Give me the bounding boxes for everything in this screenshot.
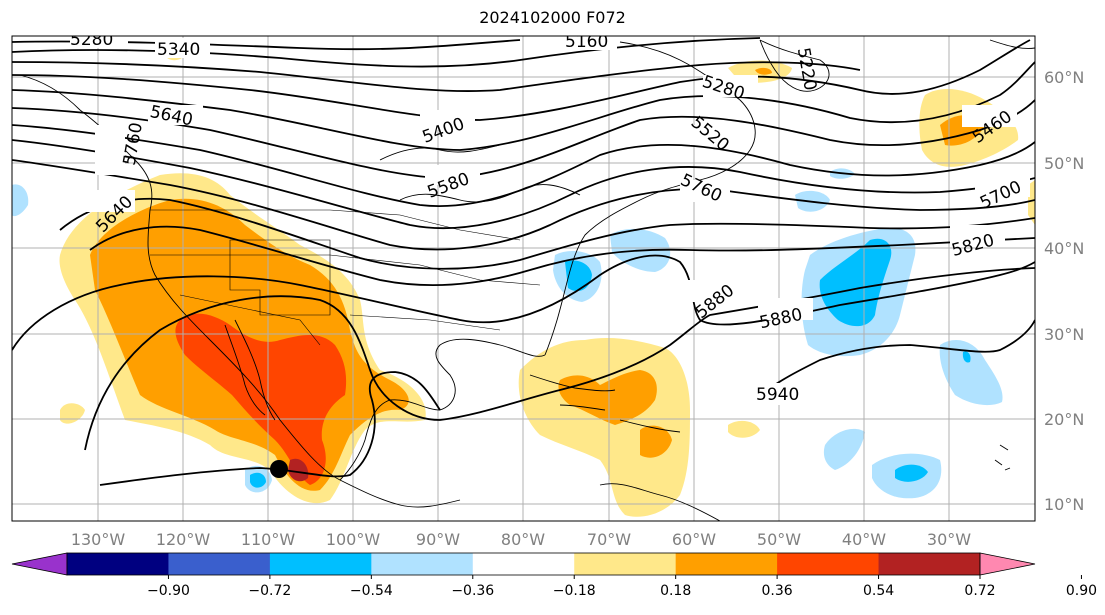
contour-label: 5280: [70, 30, 113, 50]
colorbar-tick-label: −0.54: [350, 583, 393, 599]
contour-label: 5160: [565, 32, 608, 52]
lon-label: 110°W: [241, 530, 296, 549]
colorbar-segment: [574, 553, 677, 575]
lat-label: 10°N: [1044, 495, 1084, 514]
lon-label: 90°W: [416, 530, 460, 549]
map-frame: [11, 35, 1036, 522]
lon-label: 80°W: [501, 530, 545, 549]
colorbar-segment: [67, 553, 169, 575]
colorbar-segment: [878, 553, 981, 575]
colorbar-segment: [168, 553, 271, 575]
colorbar-tick-label: 0.18: [660, 583, 691, 599]
colorbar-segment: [777, 553, 880, 575]
anomaly-shading: [12, 43, 1035, 517]
lon-label: 60°W: [672, 530, 716, 549]
lat-label: 20°N: [1044, 410, 1084, 429]
colorbar-tick-label: 0.54: [863, 583, 894, 599]
colorbar-segment: [675, 553, 778, 575]
contour-labels: 5280 5340 5160 5220 5640 5400 5280 5460 …: [70, 30, 1030, 405]
colorbar-frame: [66, 552, 981, 576]
lat-label: 50°N: [1044, 154, 1084, 173]
lon-label: 30°W: [927, 530, 971, 549]
colorbar-tick-label: 0.72: [964, 583, 995, 599]
latitude-labels: 60°N 50°N 40°N 30°N 20°N 10°N: [1044, 68, 1084, 514]
colorbar-extend-high: [979, 552, 1036, 576]
lon-label: 40°W: [842, 530, 886, 549]
storm-marker: [270, 460, 288, 478]
contour-label: 5940: [756, 385, 799, 405]
lon-label: 130°W: [71, 530, 126, 549]
colorbar-segment: [371, 553, 474, 575]
colorbar-tick-label: 0.90: [1066, 583, 1097, 599]
colorbar-extend-low: [11, 552, 68, 576]
contour-label: 5340: [157, 40, 200, 60]
lon-label: 100°W: [326, 530, 381, 549]
lat-label: 30°N: [1044, 325, 1084, 344]
colorbar-tick-label: 0.36: [762, 583, 793, 599]
lon-label: 50°W: [757, 530, 801, 549]
lat-label: 60°N: [1044, 68, 1084, 87]
colorbar: −0.90 −0.72 −0.54 −0.36 −0.18 0.18 0.36 0.54 0.7…: [11, 552, 1097, 599]
colorbar-segment: [269, 553, 372, 575]
lon-label: 70°W: [587, 530, 631, 549]
colorbar-segment: [472, 553, 575, 575]
map-title: 2024102000 F072: [479, 8, 626, 27]
colorbar-tick-label: −0.72: [248, 583, 291, 599]
lon-label: 120°W: [156, 530, 211, 549]
colorbar-tick-label: −0.18: [553, 583, 596, 599]
lat-label: 40°N: [1044, 239, 1084, 258]
longitude-labels: 130°W 120°W 110°W 100°W 90°W 80°W 70°W 6…: [71, 530, 971, 549]
colorbar-tick-label: −0.36: [451, 583, 494, 599]
height-contours: [12, 37, 1035, 486]
colorbar-tick-label: −0.90: [147, 583, 190, 599]
